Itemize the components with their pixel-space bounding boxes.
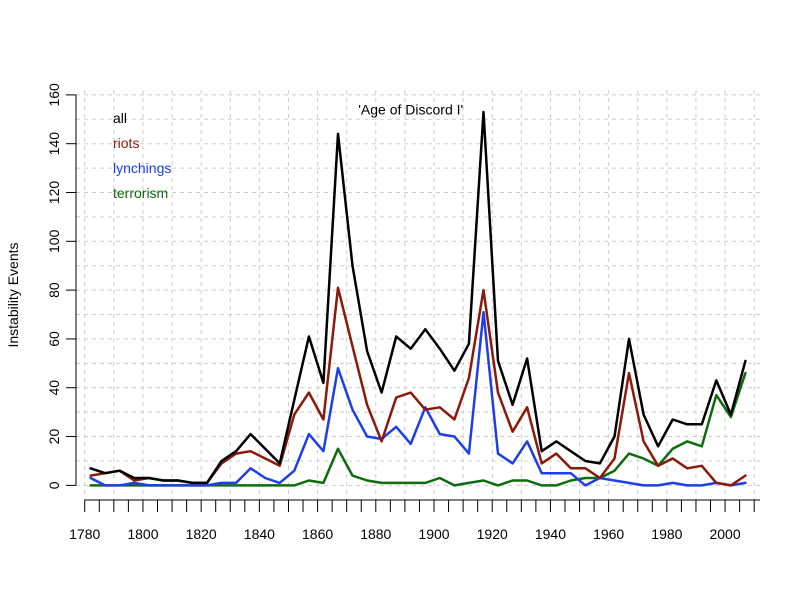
x-tick-label: 2000 — [709, 526, 740, 542]
y-tick-label: 20 — [46, 429, 62, 445]
legend: all riots lynchings terrorism — [113, 110, 171, 201]
legend-entry-riots: riots — [113, 135, 139, 151]
x-tick-label: 1860 — [302, 526, 333, 542]
x-tick-label: 1840 — [244, 526, 275, 542]
y-ticks: 0 20 40 60 80 100 120 140 160 — [46, 83, 76, 489]
y-tick-label: 140 — [46, 132, 62, 156]
x-tick-label: 1900 — [418, 526, 449, 542]
series-line-all — [89, 110, 747, 485]
x-ticks: 1780 1800 1820 1840 1860 1880 1900 1920 1940 1960… — [69, 500, 755, 542]
grid — [76, 90, 760, 500]
y-tick-label: 100 — [46, 229, 62, 253]
series-line-riots — [89, 286, 747, 487]
series-line-terrorism — [89, 371, 747, 487]
y-tick-label: 60 — [46, 331, 62, 347]
series-lines — [89, 110, 747, 487]
legend-entry-lynchings: lynchings — [113, 160, 171, 176]
y-tick-label: 160 — [46, 83, 62, 107]
y-axis-label: Instability Events — [5, 242, 21, 347]
x-tick-label: 1980 — [651, 526, 682, 542]
chart-annotation: 'Age of Discord I' — [358, 101, 463, 117]
y-tick-label: 80 — [46, 282, 62, 298]
legend-entry-terrorism: terrorism — [113, 185, 168, 201]
x-tick-label: 1940 — [535, 526, 566, 542]
axes — [75, 94, 760, 501]
x-tick-label: 1960 — [593, 526, 624, 542]
legend-entry-all: all — [113, 110, 127, 126]
x-tick-label: 1880 — [360, 526, 391, 542]
y-tick-label: 120 — [46, 181, 62, 205]
x-tick-label: 1920 — [477, 526, 508, 542]
x-tick-label: 1820 — [186, 526, 217, 542]
y-tick-label: 40 — [46, 380, 62, 396]
series-line-lynchings — [89, 310, 747, 487]
x-tick-label: 1780 — [69, 526, 100, 542]
y-tick-label: 0 — [46, 481, 62, 489]
x-tick-label: 1800 — [127, 526, 158, 542]
